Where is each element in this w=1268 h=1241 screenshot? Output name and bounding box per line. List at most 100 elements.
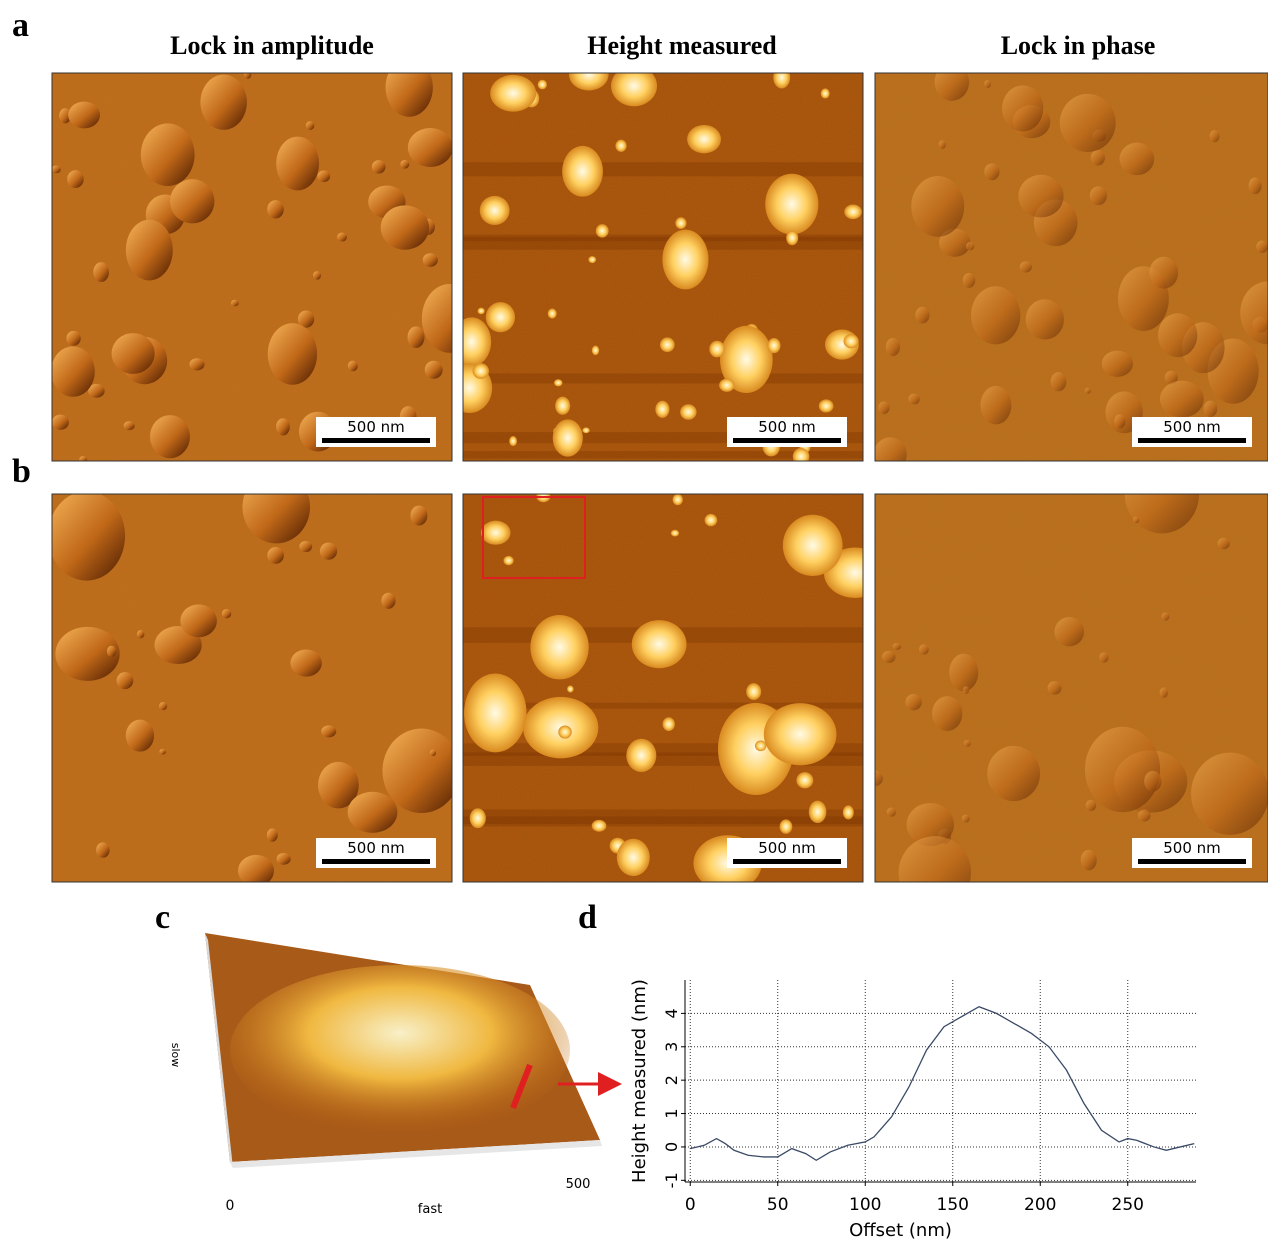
scan-band xyxy=(463,816,863,826)
particle xyxy=(480,196,510,225)
particle xyxy=(222,609,231,618)
particle xyxy=(939,140,946,149)
particle xyxy=(592,346,600,356)
particle xyxy=(555,397,570,415)
particle xyxy=(1085,727,1160,812)
particle xyxy=(141,123,195,186)
particle xyxy=(1204,401,1218,417)
particle xyxy=(93,262,109,282)
particle xyxy=(180,604,217,637)
particle xyxy=(844,204,861,219)
particle xyxy=(680,404,696,419)
particle xyxy=(1114,414,1125,428)
particle xyxy=(124,421,135,430)
panel-c: 0 500 fast slow xyxy=(169,933,616,1217)
particle xyxy=(381,593,395,609)
particle xyxy=(655,401,669,418)
particle xyxy=(67,170,84,188)
particle xyxy=(1249,177,1262,194)
particle xyxy=(52,415,69,430)
particle xyxy=(786,230,798,245)
particle xyxy=(79,456,87,463)
particle xyxy=(809,801,827,823)
particle xyxy=(773,67,790,89)
axis-label: 500 xyxy=(566,1177,591,1192)
particle xyxy=(490,75,536,112)
image-noise xyxy=(52,73,452,461)
particle xyxy=(1020,261,1032,272)
particle xyxy=(793,448,810,465)
particle xyxy=(1160,381,1204,418)
particle xyxy=(189,358,204,370)
particle xyxy=(276,418,290,435)
particle xyxy=(819,399,834,412)
afm-image xyxy=(874,63,1268,471)
particle xyxy=(899,836,971,909)
particle xyxy=(1158,313,1197,357)
afm-image xyxy=(48,471,460,887)
particle xyxy=(470,808,486,828)
particle xyxy=(582,427,589,433)
particle xyxy=(231,300,239,307)
particle xyxy=(796,772,813,788)
particle xyxy=(567,686,574,693)
particle xyxy=(107,646,116,657)
particle xyxy=(911,176,964,237)
particle xyxy=(1256,241,1268,253)
particle xyxy=(705,514,718,526)
scale-bar xyxy=(733,859,841,864)
particle xyxy=(755,741,766,752)
scale-bar-label: 500 nm xyxy=(1163,418,1221,436)
particle xyxy=(430,750,436,757)
particle xyxy=(96,842,110,857)
y-tick-label: 1 xyxy=(662,1108,681,1118)
particle xyxy=(886,338,900,356)
particle xyxy=(915,307,929,324)
x-tick-label: 50 xyxy=(767,1195,789,1215)
particle xyxy=(200,75,246,130)
particle xyxy=(503,556,513,565)
scale-bar-label: 500 nm xyxy=(347,418,405,436)
particle xyxy=(486,302,515,332)
y-tick-label: -1 xyxy=(662,1172,681,1188)
particle xyxy=(452,317,491,366)
particle xyxy=(1081,850,1097,871)
panel-label: b xyxy=(12,453,31,490)
scan-band xyxy=(463,373,863,383)
y-axis-title: Height measured (nm) xyxy=(629,979,650,1183)
particle xyxy=(1091,150,1105,166)
x-tick-label: 250 xyxy=(1112,1195,1144,1215)
scale-bar-label: 500 nm xyxy=(758,418,816,436)
particle xyxy=(242,471,310,544)
particle xyxy=(382,729,460,813)
particle xyxy=(317,170,330,182)
particle xyxy=(765,174,818,235)
particle xyxy=(267,200,284,218)
particle xyxy=(267,828,278,841)
particle xyxy=(1090,186,1107,205)
figure: a b c d Lock in amplitude Height measure… xyxy=(0,0,1268,1241)
particle xyxy=(337,233,347,242)
particle xyxy=(1133,517,1139,524)
y-tick-label: 0 xyxy=(662,1142,681,1152)
particle xyxy=(321,725,336,737)
particle xyxy=(964,740,971,747)
particle xyxy=(381,205,429,249)
particle xyxy=(558,725,571,738)
particle xyxy=(874,437,907,471)
particle xyxy=(980,386,1011,425)
scale-bar xyxy=(322,859,430,864)
particle xyxy=(244,69,251,78)
axis-label: slow xyxy=(169,1043,182,1068)
particle xyxy=(746,683,761,700)
scale-bar xyxy=(733,438,841,443)
particle xyxy=(709,341,725,358)
particle xyxy=(1051,372,1067,391)
particle xyxy=(615,140,626,152)
scale-bar xyxy=(322,438,430,443)
particle xyxy=(1060,94,1116,152)
particle xyxy=(170,179,214,223)
scale-bar-label: 500 nm xyxy=(758,839,816,857)
particle xyxy=(268,323,317,385)
particle xyxy=(971,286,1020,344)
